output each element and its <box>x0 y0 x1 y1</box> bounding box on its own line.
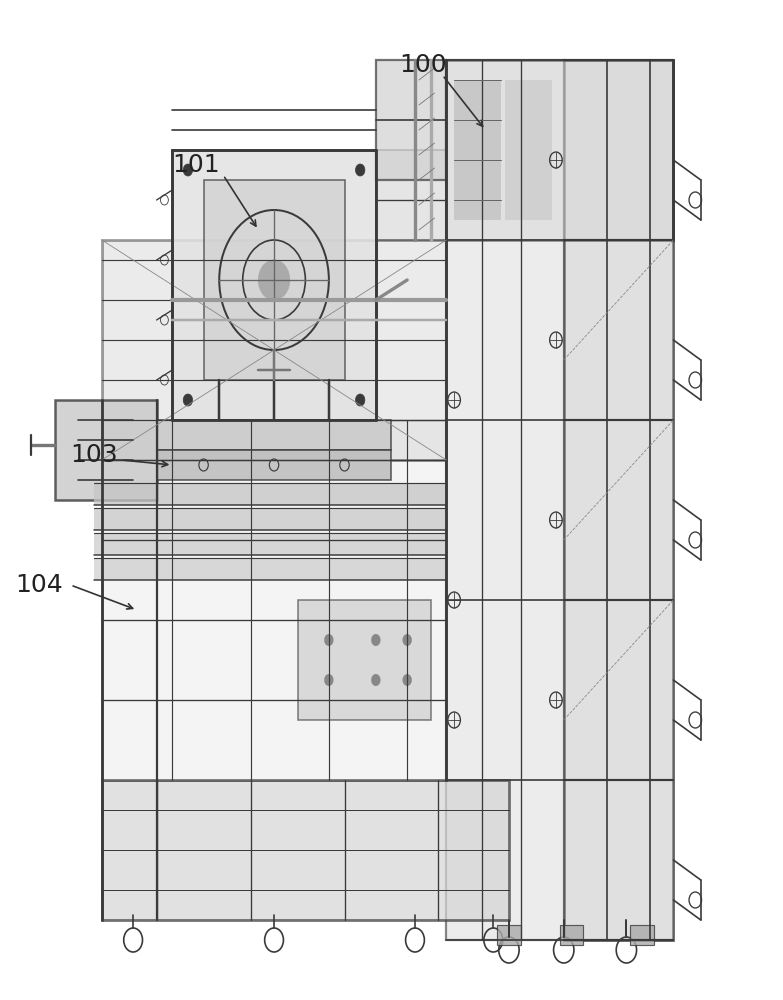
Circle shape <box>355 164 365 176</box>
Text: 103: 103 <box>70 443 117 467</box>
Circle shape <box>355 394 365 406</box>
Polygon shape <box>102 420 446 780</box>
Bar <box>505 80 552 220</box>
Polygon shape <box>446 60 564 940</box>
Polygon shape <box>157 450 392 480</box>
Bar <box>454 80 501 220</box>
Circle shape <box>371 634 381 646</box>
Polygon shape <box>497 925 521 945</box>
Circle shape <box>324 634 334 646</box>
Polygon shape <box>376 150 446 240</box>
Circle shape <box>402 674 412 686</box>
Circle shape <box>324 674 334 686</box>
Circle shape <box>402 634 412 646</box>
Polygon shape <box>157 420 392 450</box>
Text: 100: 100 <box>399 53 446 77</box>
Circle shape <box>183 164 193 176</box>
Circle shape <box>258 260 290 300</box>
Bar <box>564 60 673 940</box>
Polygon shape <box>446 60 673 240</box>
Polygon shape <box>55 400 157 500</box>
Polygon shape <box>102 780 509 920</box>
Polygon shape <box>102 240 446 460</box>
Polygon shape <box>204 180 345 380</box>
Polygon shape <box>560 925 583 945</box>
Polygon shape <box>172 150 376 420</box>
Bar <box>94 483 446 505</box>
Polygon shape <box>298 600 431 720</box>
Polygon shape <box>376 60 446 180</box>
Circle shape <box>183 394 193 406</box>
Circle shape <box>371 674 381 686</box>
Text: 104: 104 <box>16 573 63 597</box>
Polygon shape <box>564 60 673 940</box>
Bar <box>94 508 446 530</box>
Text: 101: 101 <box>172 153 219 177</box>
Polygon shape <box>630 925 654 945</box>
Bar <box>94 533 446 555</box>
Bar <box>94 558 446 580</box>
